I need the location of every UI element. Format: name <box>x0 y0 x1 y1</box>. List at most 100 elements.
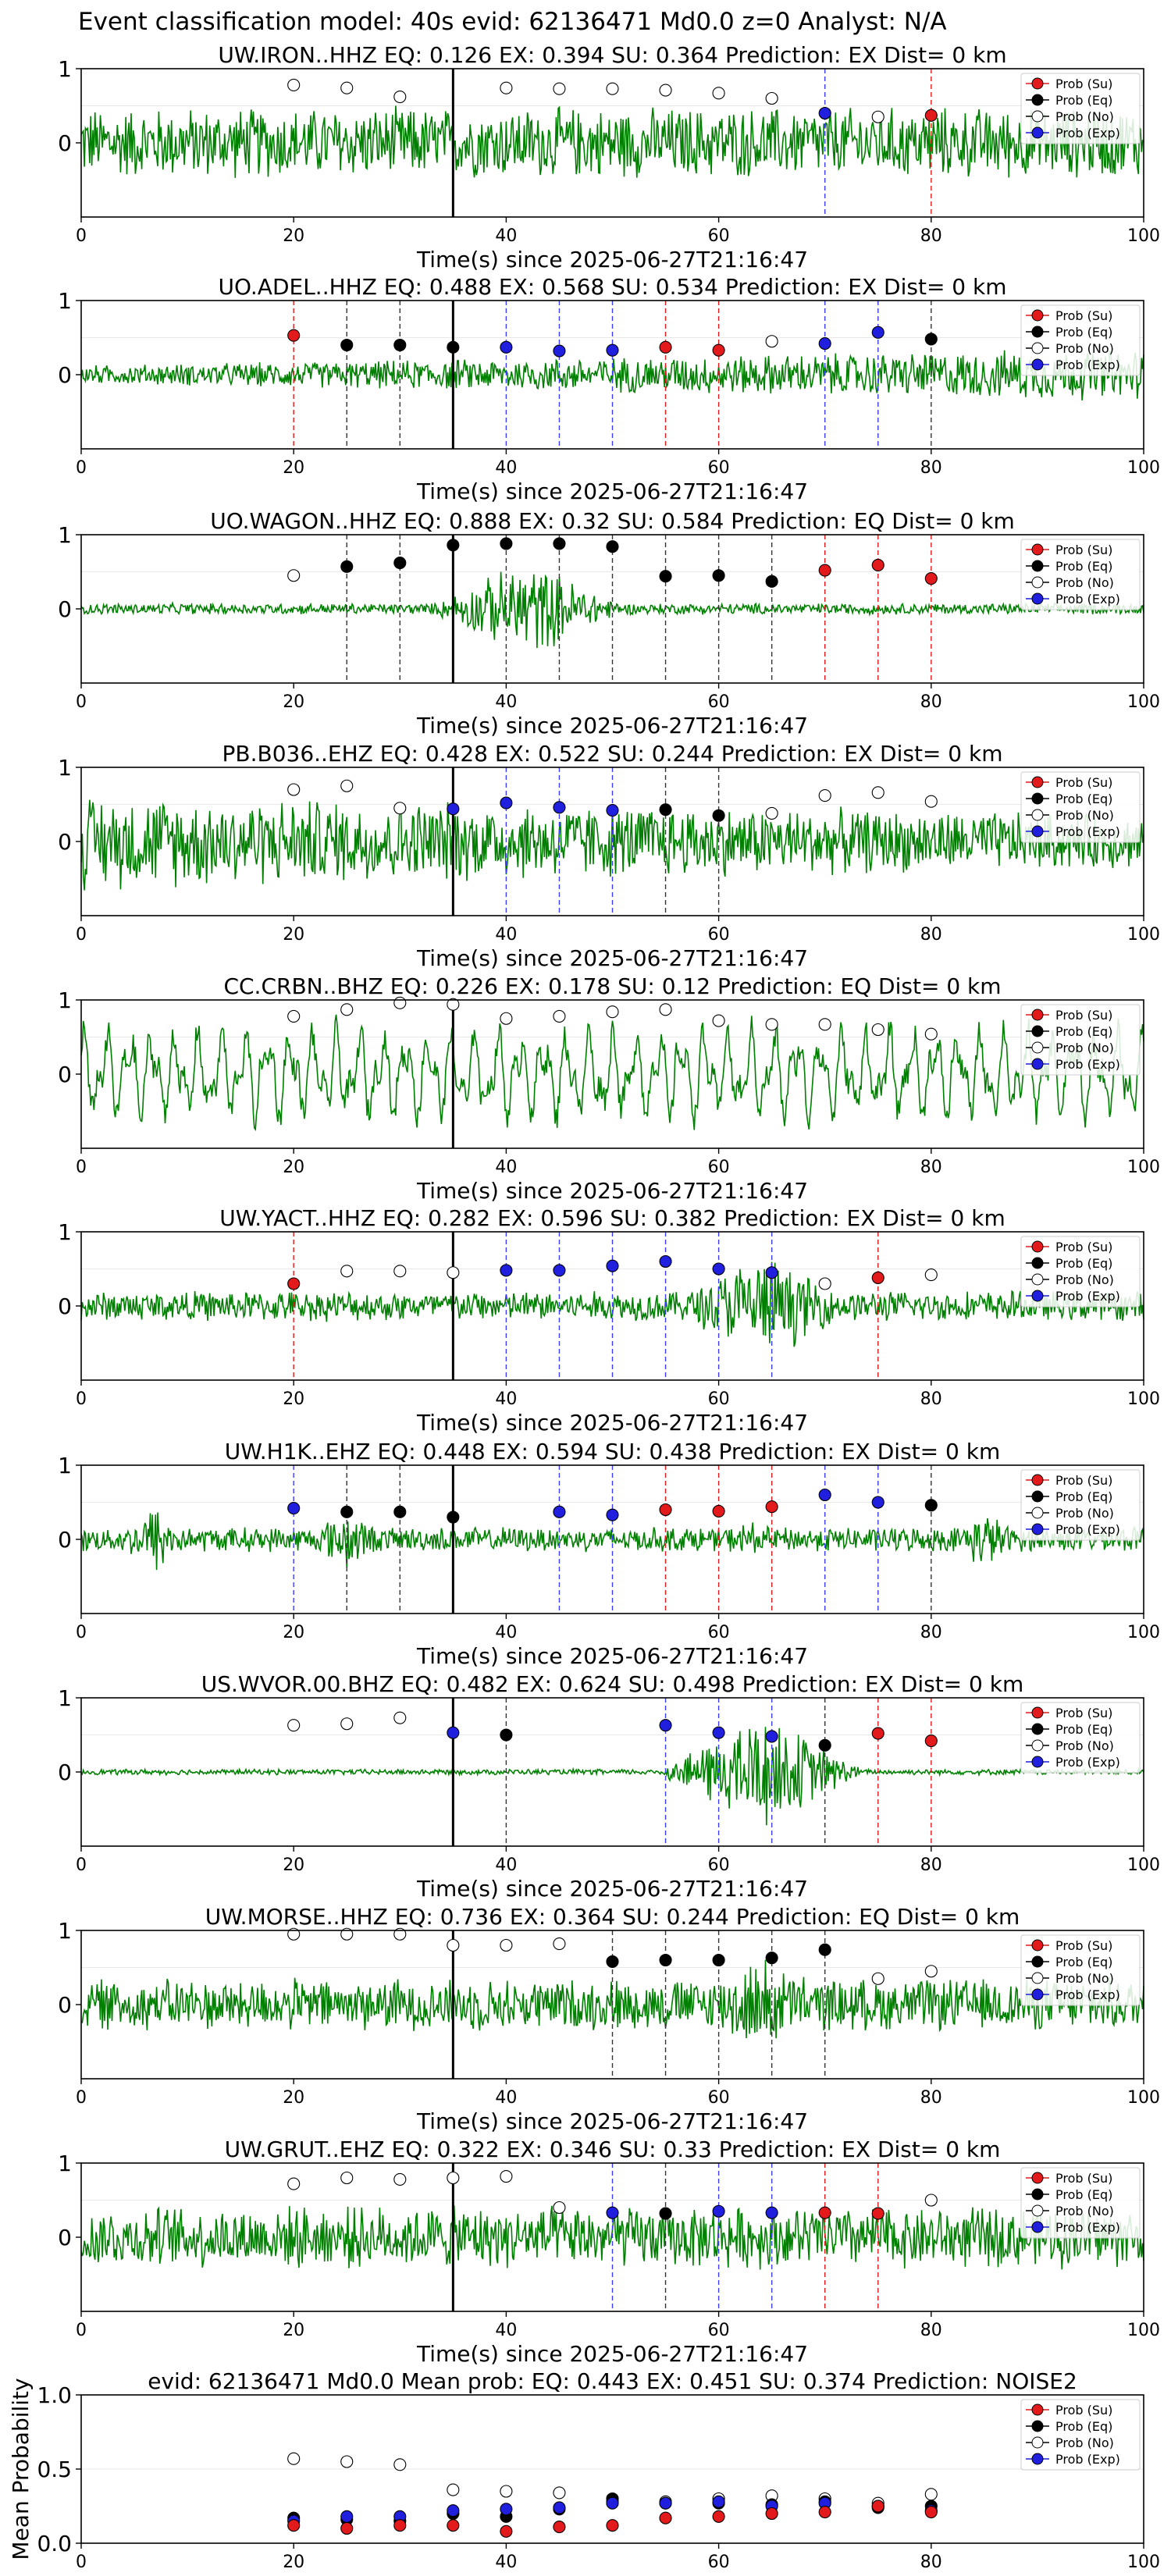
prob-point-no-75 <box>871 110 884 123</box>
figure-title: Event classification model: 40s evid: 62… <box>78 8 947 36</box>
y-tick-label: 1 <box>58 1219 72 1245</box>
prob-point-exp-60 <box>712 1262 725 1276</box>
legend: Prob (Su)Prob (Eq)Prob (No)Prob (Exp) <box>1020 539 1141 610</box>
prob-point-exp-35 <box>447 1726 460 1739</box>
prob-point-su-55 <box>659 340 672 354</box>
y-tick-label: 0 <box>58 1062 72 1087</box>
legend-marker-eq <box>1031 792 1044 805</box>
legend-marker-eq <box>1031 1723 1044 1735</box>
x-tick-label: 40 <box>495 2088 517 2108</box>
legend: Prob (Su)Prob (Eq)Prob (No)Prob (Exp) <box>1020 1004 1141 1076</box>
prob-point-no-35 <box>447 1938 460 1952</box>
prob-point-exp-50 <box>606 343 619 357</box>
x-tick-label: 60 <box>708 226 730 246</box>
x-tick-label: 40 <box>495 1623 517 1642</box>
mean-point-exp-60 <box>712 2495 725 2508</box>
x-tick-label: 60 <box>708 2321 730 2340</box>
x-tick-label: 20 <box>283 1158 304 1177</box>
prob-point-no-20 <box>287 569 301 582</box>
mean-point-su-75 <box>871 2500 884 2513</box>
x-tick-label: 20 <box>283 2088 304 2108</box>
prob-point-eq-30 <box>393 1505 407 1518</box>
legend-marker-su <box>1031 1009 1044 1021</box>
legend-label-exp: Prob (Exp) <box>1055 126 1120 141</box>
legend: Prob (Su)Prob (Eq)Prob (No)Prob (Exp) <box>1020 73 1141 144</box>
legend-box <box>1020 539 1141 610</box>
legend-label-su: Prob (Su) <box>1055 1008 1112 1023</box>
panel-title: evid: 62136471 Md0.0 Mean prob: EQ: 0.44… <box>148 2368 1077 2394</box>
legend-box <box>1020 771 1141 843</box>
x-tick-label: 0 <box>76 2088 87 2108</box>
prob-point-no-30 <box>393 1265 407 1278</box>
prob-point-no-60 <box>712 87 725 100</box>
prob-point-no-65 <box>765 1018 778 1031</box>
x-tick-label: 40 <box>495 2553 517 2572</box>
legend-marker-exp <box>1031 1523 1044 1535</box>
mean-point-su-80 <box>924 2506 938 2519</box>
panel-10: evid: 62136471 Md0.0 Mean prob: EQ: 0.44… <box>8 2368 1160 2572</box>
x-tick-label: 0 <box>76 226 87 246</box>
y-tick-label: 1 <box>58 288 72 314</box>
legend-marker-no <box>1031 2436 1044 2449</box>
x-tick-label: 60 <box>708 692 730 712</box>
y-tick-label: 0 <box>58 362 72 388</box>
y-tick-label: 1 <box>58 56 72 82</box>
legend-marker-exp <box>1031 2453 1044 2465</box>
prob-point-no-30 <box>393 1711 407 1724</box>
legend-marker-su <box>1031 1474 1044 1486</box>
y-axis-label: Mean Probability <box>8 2378 34 2560</box>
y-tick-label: 1 <box>58 755 72 781</box>
x-axis-label: Time(s) since 2025-06-27T21:16:47 <box>416 1410 808 1436</box>
x-tick-label: 80 <box>920 925 942 945</box>
prob-point-exp-70 <box>818 337 831 350</box>
legend-label-no: Prob (No) <box>1055 808 1114 823</box>
x-tick-label: 0 <box>76 692 87 712</box>
y-tick-label: 1 <box>58 1685 72 1711</box>
prob-point-exp-65 <box>765 2206 778 2219</box>
y-tick-label: 0 <box>58 130 72 156</box>
legend-marker-exp <box>1031 1290 1044 1302</box>
y-tick-label: 1 <box>58 2151 72 2176</box>
legend-label-su: Prob (Su) <box>1055 1240 1112 1254</box>
y-tick-label: 0 <box>58 1759 72 1785</box>
y-tick-label: 1 <box>58 1453 72 1478</box>
x-tick-label: 60 <box>708 1856 730 1875</box>
x-tick-label: 20 <box>283 1856 304 1875</box>
prob-point-su-70 <box>818 2206 831 2219</box>
x-axis-label: Time(s) since 2025-06-27T21:16:47 <box>416 2341 808 2367</box>
x-tick-label: 20 <box>283 1623 304 1642</box>
x-tick-label: 60 <box>708 458 730 478</box>
legend-label-eq: Prob (Eq) <box>1055 559 1112 574</box>
legend-label-su: Prob (Su) <box>1055 1473 1112 1488</box>
legend-box <box>1020 304 1141 376</box>
prob-point-no-35 <box>447 1266 460 1279</box>
prob-point-exp-55 <box>659 1254 672 1268</box>
mean-point-exp-55 <box>659 2496 672 2510</box>
prob-point-no-25 <box>340 1717 354 1731</box>
waveform-trace <box>80 105 1144 178</box>
prob-point-no-25 <box>340 1003 354 1016</box>
mean-point-no-25 <box>340 2455 354 2468</box>
legend-marker-su <box>1031 2403 1044 2416</box>
mean-point-no-40 <box>500 2485 513 2498</box>
x-tick-label: 60 <box>708 1158 730 1177</box>
panel-5: UW.YACT..HHZ EQ: 0.282 EX: 0.596 SU: 0.3… <box>58 1205 1160 1436</box>
mean-point-no-20 <box>287 2452 301 2465</box>
x-tick-label: 20 <box>283 458 304 478</box>
prob-point-exp-75 <box>871 1496 884 1509</box>
prob-point-eq-70 <box>818 1738 831 1752</box>
legend-label-no: Prob (No) <box>1055 1971 1114 1986</box>
legend-marker-no <box>1031 1972 1044 1984</box>
prob-point-exp-20 <box>287 1502 301 1515</box>
legend-box <box>1020 2167 1141 2239</box>
x-tick-label: 20 <box>283 925 304 945</box>
x-tick-label: 20 <box>283 226 304 246</box>
legend-label-eq: Prob (Eq) <box>1055 1489 1112 1504</box>
prob-point-exp-55 <box>659 1719 672 1732</box>
legend-label-no: Prob (No) <box>1055 2435 1114 2450</box>
prob-point-no-70 <box>818 789 831 802</box>
prob-point-no-65 <box>765 806 778 820</box>
prob-point-no-30 <box>393 1927 407 1941</box>
prob-point-no-65 <box>765 91 778 105</box>
x-tick-label: 100 <box>1127 1623 1160 1642</box>
